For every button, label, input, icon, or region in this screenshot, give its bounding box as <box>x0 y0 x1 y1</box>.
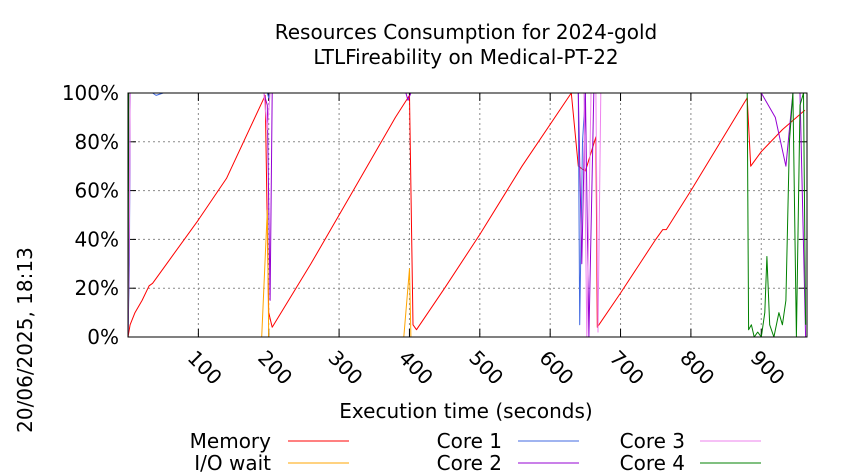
series-line-core-1 <box>127 92 804 338</box>
legend-label-core-2: Core 2 <box>437 451 502 475</box>
legend-label-memory: Memory <box>190 429 272 453</box>
y-tick-label: 20% <box>75 276 119 300</box>
timestamp: 20/06/2025, 18:13 <box>13 247 37 433</box>
x-tick-label: 500 <box>464 346 508 390</box>
y-tick-label: 100% <box>62 81 119 105</box>
chart-title-line-1: Resources Consumption for 2024-gold <box>275 20 657 44</box>
y-axis-ticks: 0% 20% 40% 60% 80% 100% <box>62 81 807 349</box>
chart-title: Resources Consumption for 2024-gold LTLF… <box>275 20 657 69</box>
x-axis-label: Execution time (seconds) <box>339 399 592 423</box>
y-tick-label: 0% <box>87 325 119 349</box>
x-tick-label: 300 <box>324 346 368 390</box>
series-line-memory <box>127 92 806 338</box>
x-tick-label: 400 <box>394 346 438 390</box>
legend-label-core-1: Core 1 <box>437 429 502 453</box>
plot-frame <box>127 92 808 338</box>
series-line-core-2 <box>127 92 807 338</box>
x-axis-ticks: 100 200 300 400 500 600 700 800 900 <box>183 93 790 390</box>
x-tick-label: 200 <box>253 346 297 390</box>
series-line-core-4 <box>127 92 807 338</box>
x-tick-label: 900 <box>746 346 790 390</box>
x-tick-label: 700 <box>605 346 649 390</box>
grid <box>128 93 807 337</box>
x-tick-label: 800 <box>675 346 719 390</box>
series-line-i-o-wait <box>128 209 806 338</box>
x-tick-label: 600 <box>535 346 579 390</box>
legend-label-i-o-wait: I/O wait <box>194 451 271 475</box>
series-line-core-3 <box>127 92 806 338</box>
series-lines <box>127 92 807 338</box>
legend-label-core-3: Core 3 <box>620 429 685 453</box>
y-tick-label: 80% <box>75 130 119 154</box>
y-tick-label: 60% <box>75 179 119 203</box>
y-tick-label: 40% <box>75 227 119 251</box>
x-tick-label: 100 <box>183 346 227 390</box>
legend-label-core-4: Core 4 <box>620 451 685 475</box>
chart-title-line-2: LTLFireability on Medical-PT-22 <box>313 45 618 69</box>
